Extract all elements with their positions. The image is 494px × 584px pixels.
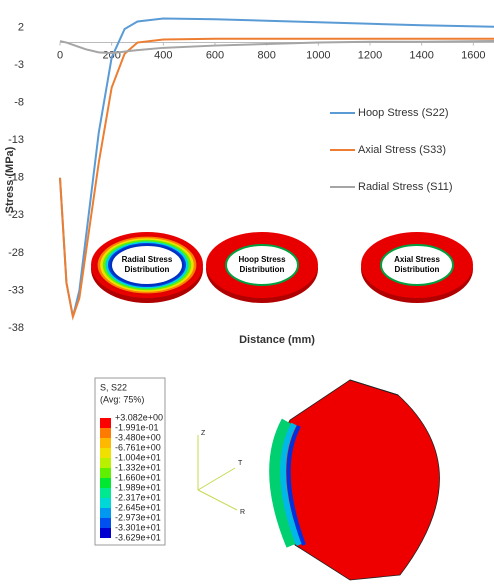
contour-label: -1.660e+01: [115, 472, 161, 482]
contour-label: -6.761e+00: [115, 442, 161, 452]
y-tick-label: -28: [8, 247, 24, 259]
contour-subtitle: (Avg: 75%): [100, 394, 144, 404]
x-tick-label: 1400: [409, 49, 433, 61]
triad-label: T: [238, 460, 243, 467]
contour-swatch: [100, 428, 111, 438]
triad: [198, 435, 237, 510]
legend-label: Axial Stress (S33): [358, 144, 446, 156]
model-3d: [276, 380, 439, 580]
contour-label: -2.317e+01: [115, 492, 161, 502]
x-tick-label: 1200: [358, 49, 382, 61]
contour-label: -3.629e+01: [115, 532, 161, 542]
y-tick-label: -38: [8, 322, 24, 334]
contour-label: -1.991e-01: [115, 422, 159, 432]
triad-axis: [198, 468, 235, 490]
inset-label: Distribution: [240, 265, 285, 274]
x-tick-label: 800: [257, 49, 275, 61]
legend-label: Radial Stress (S11): [358, 181, 453, 193]
contour-label: -2.645e+01: [115, 502, 161, 512]
x-tick-label: 1000: [306, 49, 330, 61]
inset-label: Axial Stress: [394, 255, 440, 264]
y-tick-label: -13: [8, 134, 24, 146]
contour-swatch: [100, 438, 111, 448]
contour-swatch: [100, 498, 111, 508]
x-tick-label: 0: [57, 49, 63, 61]
inset-label: Distribution: [395, 265, 440, 274]
contour-label: -3.301e+01: [115, 522, 161, 532]
contour-swatch: [100, 418, 111, 428]
y-tick-label: -8: [14, 97, 24, 109]
contour-label: -1.989e+01: [115, 482, 161, 492]
contour-swatch: [100, 488, 111, 498]
inset-label: Radial Stress: [122, 255, 173, 264]
triad-axis: [198, 490, 237, 510]
y-tick-label: -23: [8, 209, 24, 221]
contour-swatch: [100, 478, 111, 488]
contour-label: -2.973e+01: [115, 512, 161, 522]
contour-title: S, S22: [100, 382, 127, 392]
x-tick-label: 600: [206, 49, 224, 61]
legend-label: Hoop Stress (S22): [358, 107, 448, 119]
contour-label: -1.004e+01: [115, 452, 161, 462]
x-axis-label: Distance (mm): [239, 334, 315, 346]
contour-label: -3.480e+00: [115, 432, 161, 442]
y-tick-label: -33: [8, 284, 24, 296]
figure: Stress (MPa) Distance (mm) S, S22 (Avg: …: [0, 0, 494, 584]
contour-swatch: [100, 448, 111, 458]
contour-swatch: [100, 468, 111, 478]
model-body: [277, 380, 439, 580]
contour-label: +3.082e+00: [115, 412, 163, 422]
contour-swatch: [100, 518, 111, 528]
contour-swatch: [100, 528, 111, 538]
contour-swatch: [100, 458, 111, 468]
y-tick-label: 2: [18, 21, 24, 33]
y-tick-label: -18: [8, 172, 24, 184]
x-tick-label: 400: [154, 49, 172, 61]
triad-label: R: [240, 509, 245, 516]
inset-label: Distribution: [125, 265, 170, 274]
y-tick-label: -3: [14, 59, 24, 71]
triad-label: Z: [201, 430, 206, 437]
x-tick-label: 1600: [461, 49, 485, 61]
inset-label: Hoop Stress: [238, 255, 286, 264]
contour-label: -1.332e+01: [115, 462, 161, 472]
contour-swatch: [100, 508, 111, 518]
